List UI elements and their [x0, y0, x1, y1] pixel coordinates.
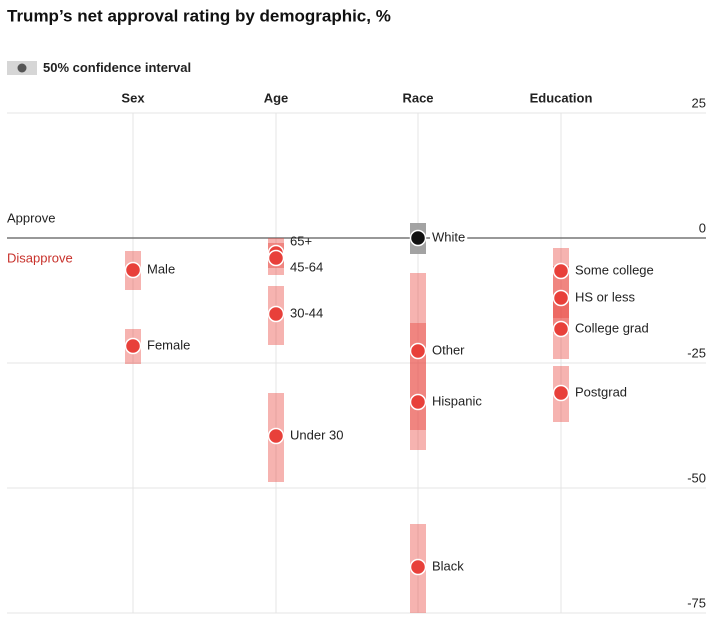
- point-label: Female: [147, 337, 190, 352]
- y-tick-label: -75: [687, 595, 706, 610]
- legend-dot: [17, 63, 27, 73]
- column-header: Education: [530, 90, 593, 105]
- dot: [552, 320, 570, 338]
- column-header: Race: [402, 90, 433, 105]
- chart-title: Trump’s net approval rating by demograph…: [7, 6, 391, 25]
- point-label: College grad: [575, 320, 649, 335]
- dot: [267, 427, 285, 445]
- dot: [124, 337, 142, 355]
- dot: [409, 393, 427, 411]
- column-header: Age: [264, 90, 289, 105]
- point-label: HS or less: [575, 289, 635, 304]
- ci-layer: [125, 223, 569, 613]
- y-tick-label: -25: [687, 345, 706, 360]
- confidence-interval: [410, 323, 426, 430]
- point-label: Under 30: [290, 427, 343, 442]
- dot: [552, 262, 570, 280]
- dot: [552, 289, 570, 307]
- dot: [267, 249, 285, 267]
- label-background: [430, 229, 468, 245]
- legend-label: 50% confidence interval: [43, 60, 191, 75]
- disapprove-label: Disapprove: [7, 250, 73, 265]
- dot: [124, 261, 142, 279]
- dot: [409, 342, 427, 360]
- y-tick-label: -50: [687, 470, 706, 485]
- point-label: 30-44: [290, 305, 323, 320]
- point-label: Other: [432, 342, 465, 357]
- point-label: 45-64: [290, 259, 323, 274]
- point-label: Black: [432, 558, 464, 573]
- point-label: Male: [147, 261, 175, 276]
- y-tick-label: 0: [699, 220, 706, 235]
- point-label: Postgrad: [575, 384, 627, 399]
- dot: [552, 384, 570, 402]
- dot: [409, 229, 427, 247]
- point-label: 65+: [290, 233, 312, 248]
- point-label: Some college: [575, 262, 654, 277]
- point-label: White: [432, 229, 465, 244]
- dot: [267, 305, 285, 323]
- column-header: Sex: [121, 90, 145, 105]
- point-label: Hispanic: [432, 393, 482, 408]
- dot: [409, 558, 427, 576]
- approve-label: Approve: [7, 210, 55, 225]
- y-tick-label: 25: [692, 95, 706, 110]
